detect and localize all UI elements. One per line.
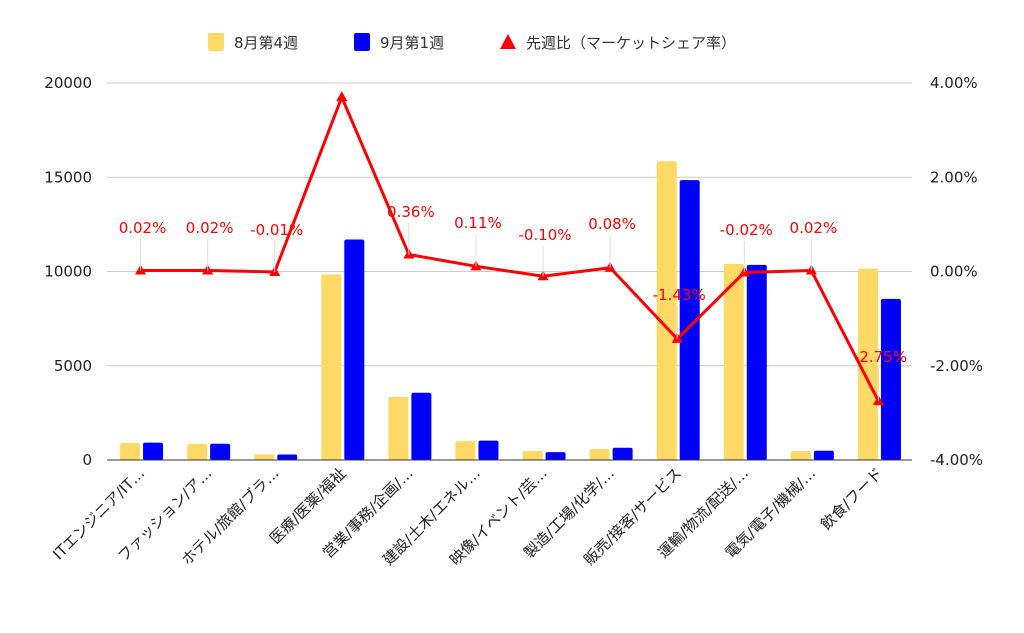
legend-label: 9月第1週 bbox=[380, 34, 444, 52]
bar-week1 bbox=[143, 442, 164, 460]
legend-swatch bbox=[354, 33, 370, 51]
right-tick-label: -2.00% bbox=[930, 357, 983, 375]
bar-week1 bbox=[545, 452, 566, 460]
legend: 8月第4週 9月第1週 先週比（マーケットシェア率） bbox=[208, 33, 736, 52]
axes: 0 5000 10000 15000 20000 -4.00% -2.00% 0.00% 2.0… bbox=[44, 74, 983, 569]
data-labels: 0.02% 0.02% -0.01% 0.36% 0.11% -0.10% 0.08% -1.… bbox=[119, 203, 907, 402]
category-label: 飲食/フード bbox=[817, 464, 886, 533]
data-label: 0.02% bbox=[119, 219, 167, 237]
left-tick-label: 5000 bbox=[54, 357, 92, 375]
legend-label: 先週比（マーケットシェア率） bbox=[526, 34, 736, 52]
bar-week1 bbox=[277, 454, 298, 460]
bar-week1 bbox=[344, 239, 365, 460]
bar-week4 bbox=[656, 161, 677, 461]
bar-week4 bbox=[388, 396, 409, 460]
bar-week4 bbox=[522, 450, 543, 460]
bar-week1 bbox=[679, 180, 700, 460]
bar-week1 bbox=[411, 392, 432, 460]
bar-week1 bbox=[478, 440, 499, 460]
right-tick-label: 2.00% bbox=[930, 168, 978, 186]
bar-week4 bbox=[254, 454, 275, 460]
data-label: 0.08% bbox=[588, 215, 636, 233]
left-tick-label: 10000 bbox=[44, 263, 92, 281]
bar-week4 bbox=[723, 263, 744, 460]
data-label: -0.02% bbox=[720, 221, 773, 239]
bar-series bbox=[120, 161, 901, 461]
data-label: -0.10% bbox=[519, 226, 572, 244]
share-line bbox=[140, 95, 880, 402]
bar-week1 bbox=[746, 264, 767, 460]
legend-label: 8月第4週 bbox=[234, 34, 298, 52]
left-tick-label: 15000 bbox=[44, 168, 92, 186]
bar-week1 bbox=[813, 450, 834, 460]
data-label: 0.02% bbox=[186, 219, 234, 237]
data-label: 0.36% bbox=[387, 203, 435, 221]
legend-swatch bbox=[208, 33, 224, 51]
right-tick-label: 4.00% bbox=[930, 74, 978, 92]
bar-week4 bbox=[455, 441, 476, 460]
data-label: 0.11% bbox=[454, 214, 502, 232]
bar-week1 bbox=[880, 298, 901, 460]
bar-week4 bbox=[589, 449, 610, 460]
left-tick-label: 0 bbox=[82, 451, 92, 469]
bar-week1 bbox=[612, 447, 633, 460]
right-tick-label: 0.00% bbox=[930, 263, 978, 281]
triangle-marker bbox=[336, 91, 348, 102]
legend-triangle-icon bbox=[500, 34, 516, 49]
data-label: -1.43% bbox=[653, 286, 706, 304]
data-label: 0.02% bbox=[790, 219, 838, 237]
left-tick-label: 20000 bbox=[44, 74, 92, 92]
bar-week4 bbox=[120, 443, 141, 460]
bar-week4 bbox=[790, 450, 811, 460]
data-label: -0.01% bbox=[250, 221, 303, 239]
share-line-series bbox=[135, 91, 884, 406]
bar-week4 bbox=[857, 268, 878, 460]
data-label: -2.75% bbox=[854, 348, 907, 366]
bar-week4 bbox=[321, 274, 342, 460]
right-tick-label: -4.00% bbox=[930, 451, 983, 469]
bar-week4 bbox=[187, 443, 208, 460]
bar-week1 bbox=[210, 443, 231, 460]
